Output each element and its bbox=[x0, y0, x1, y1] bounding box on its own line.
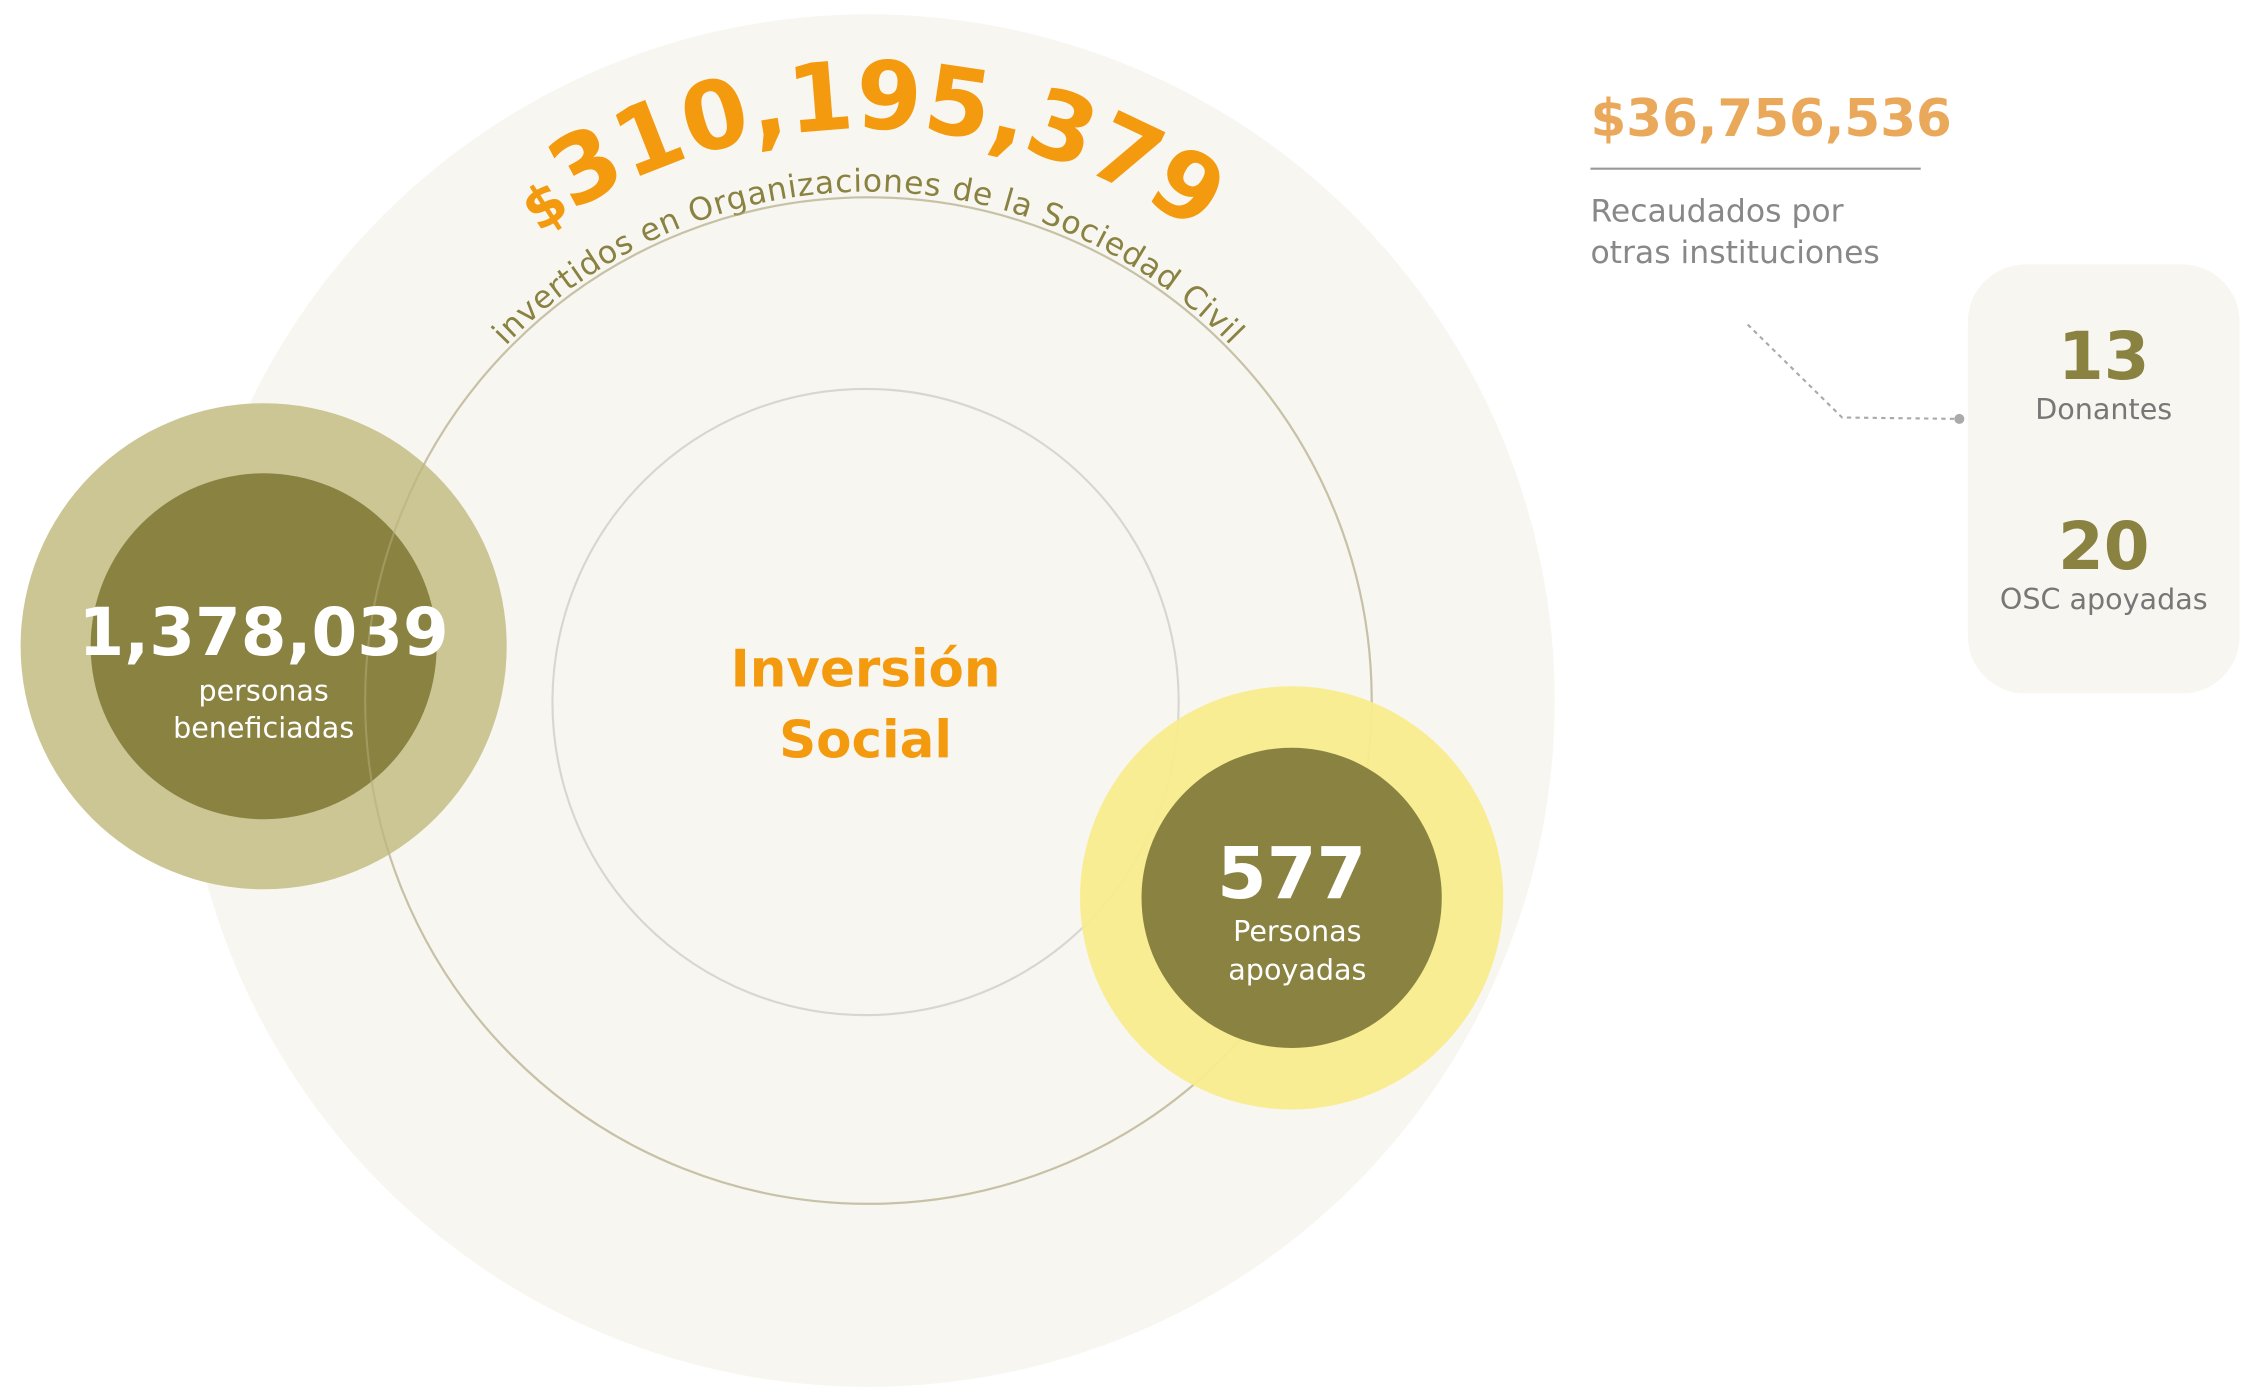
connector bbox=[1746, 323, 1960, 420]
right-value: 577 bbox=[1217, 832, 1366, 915]
connector-dot bbox=[1954, 413, 1965, 424]
center-label: Social bbox=[779, 711, 952, 771]
side-label: Recaudados por bbox=[1590, 194, 1843, 230]
side-amount: $36,756,536 bbox=[1590, 89, 1951, 149]
right-label: Personas bbox=[1233, 914, 1361, 948]
left-inner-circle bbox=[90, 473, 437, 820]
side-label: otras instituciones bbox=[1590, 235, 1879, 271]
card-label: Donantes bbox=[2035, 392, 2172, 426]
left-value: 1,378,039 bbox=[79, 594, 449, 671]
right-inner-circle bbox=[1141, 747, 1442, 1049]
right-label: apoyadas bbox=[1228, 952, 1366, 986]
inner-ring bbox=[551, 387, 1180, 1017]
left-label: beneficiadas bbox=[173, 711, 354, 745]
ring-overlay bbox=[364, 196, 1373, 1205]
center-label: Inversión bbox=[731, 639, 1001, 699]
card-value: 20 bbox=[2058, 508, 2150, 585]
card-label: OSC apoyadas bbox=[2000, 582, 2208, 616]
card-value: 13 bbox=[2058, 318, 2150, 395]
stats-card bbox=[1967, 264, 2240, 694]
left-label: personas bbox=[198, 674, 328, 708]
